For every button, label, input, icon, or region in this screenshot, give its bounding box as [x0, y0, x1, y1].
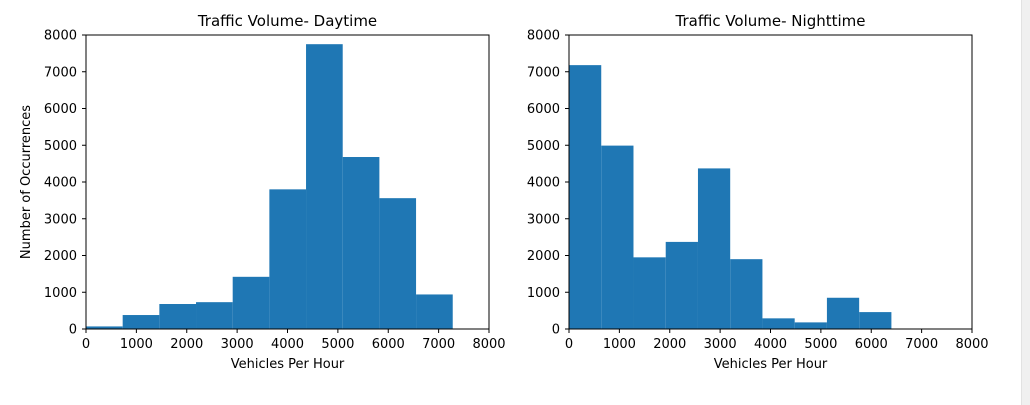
histogram-bar — [762, 318, 795, 329]
histogram-bar — [697, 168, 731, 329]
histogram-bars — [86, 44, 453, 329]
x-tick-label: 7000 — [422, 337, 455, 352]
plot-frame — [85, 34, 490, 330]
histogram-bar — [569, 65, 602, 329]
histogram-bar — [601, 145, 634, 329]
y-tick-label: 8000 — [44, 29, 77, 44]
x-tick-label: 2000 — [170, 337, 203, 352]
axis-ticks: 0 1000 2000 3000 4000 5000 6000 7000 8000 0 1000 20… — [527, 29, 989, 353]
y-tick-label: 2000 — [527, 249, 560, 264]
axis-ticks: 0 1000 2000 3000 4000 5000 6000 7000 8000 0 1000 20… — [44, 29, 506, 353]
histogram-bar — [159, 304, 197, 329]
x-tick-label: 1000 — [120, 337, 153, 352]
histogram-bar — [794, 322, 827, 329]
histogram-bar — [416, 294, 453, 329]
y-tick-label: 4000 — [527, 176, 560, 191]
chart-title: Traffic Volume- Nighttime — [675, 12, 866, 30]
y-tick-label: 5000 — [527, 139, 560, 154]
x-tick-label: 8000 — [472, 337, 505, 352]
y-tick-label: 6000 — [44, 102, 77, 117]
y-tick-label: 3000 — [527, 212, 560, 227]
y-tick-label: 3000 — [44, 212, 77, 227]
histogram-bars — [569, 65, 892, 329]
y-tick-label: 1000 — [527, 286, 560, 301]
y-tick-label: 0 — [552, 323, 560, 338]
chart-title: Traffic Volume- Daytime — [197, 12, 377, 30]
y-tick-label: 2000 — [44, 249, 77, 264]
plot-frame — [568, 34, 973, 330]
histogram-bar — [269, 189, 307, 329]
histogram-bar — [232, 276, 270, 329]
x-axis-label: Vehicles Per Hour — [714, 357, 828, 372]
x-tick-label: 2000 — [653, 337, 686, 352]
y-tick-label: 6000 — [527, 102, 560, 117]
x-tick-label: 0 — [565, 337, 573, 352]
x-tick-label: 3000 — [221, 337, 254, 352]
histogram-bar — [730, 259, 763, 329]
histogram-bar — [379, 198, 417, 329]
x-tick-label: 4000 — [754, 337, 787, 352]
y-tick-label: 5000 — [44, 139, 77, 154]
x-tick-label: 8000 — [955, 337, 988, 352]
histogram-bar — [859, 312, 892, 329]
x-axis-label: Vehicles Per Hour — [231, 357, 345, 372]
histogram-bar — [342, 157, 380, 329]
x-tick-label: 6000 — [855, 337, 888, 352]
y-tick-label: 0 — [69, 323, 77, 338]
scrollbar-track[interactable] — [1021, 0, 1030, 405]
y-tick-label: 4000 — [44, 176, 77, 191]
x-tick-label: 6000 — [372, 337, 405, 352]
y-tick-label: 7000 — [44, 65, 77, 80]
daytime-histogram: Traffic Volume- Daytime Vehicles Per Hou… — [19, 12, 506, 372]
histogram-bar — [633, 257, 666, 329]
x-tick-label: 5000 — [804, 337, 837, 352]
x-tick-label: 7000 — [905, 337, 938, 352]
y-tick-label: 7000 — [527, 65, 560, 80]
y-tick-label: 1000 — [44, 286, 77, 301]
y-axis-label: Number of Occurrences — [19, 105, 34, 259]
histogram-bar — [122, 315, 160, 329]
histogram-bar — [86, 326, 123, 329]
x-tick-label: 5000 — [321, 337, 354, 352]
histogram-bar — [826, 297, 860, 329]
x-tick-label: 3000 — [704, 337, 737, 352]
histogram-bar — [306, 44, 343, 329]
y-tick-label: 8000 — [527, 29, 560, 44]
nighttime-histogram: Traffic Volume- Nighttime Vehicles Per H… — [527, 12, 989, 372]
histogram-bar — [196, 302, 233, 329]
x-tick-label: 0 — [82, 337, 90, 352]
x-tick-label: 1000 — [603, 337, 636, 352]
histogram-bar — [665, 241, 698, 329]
x-tick-label: 4000 — [271, 337, 304, 352]
